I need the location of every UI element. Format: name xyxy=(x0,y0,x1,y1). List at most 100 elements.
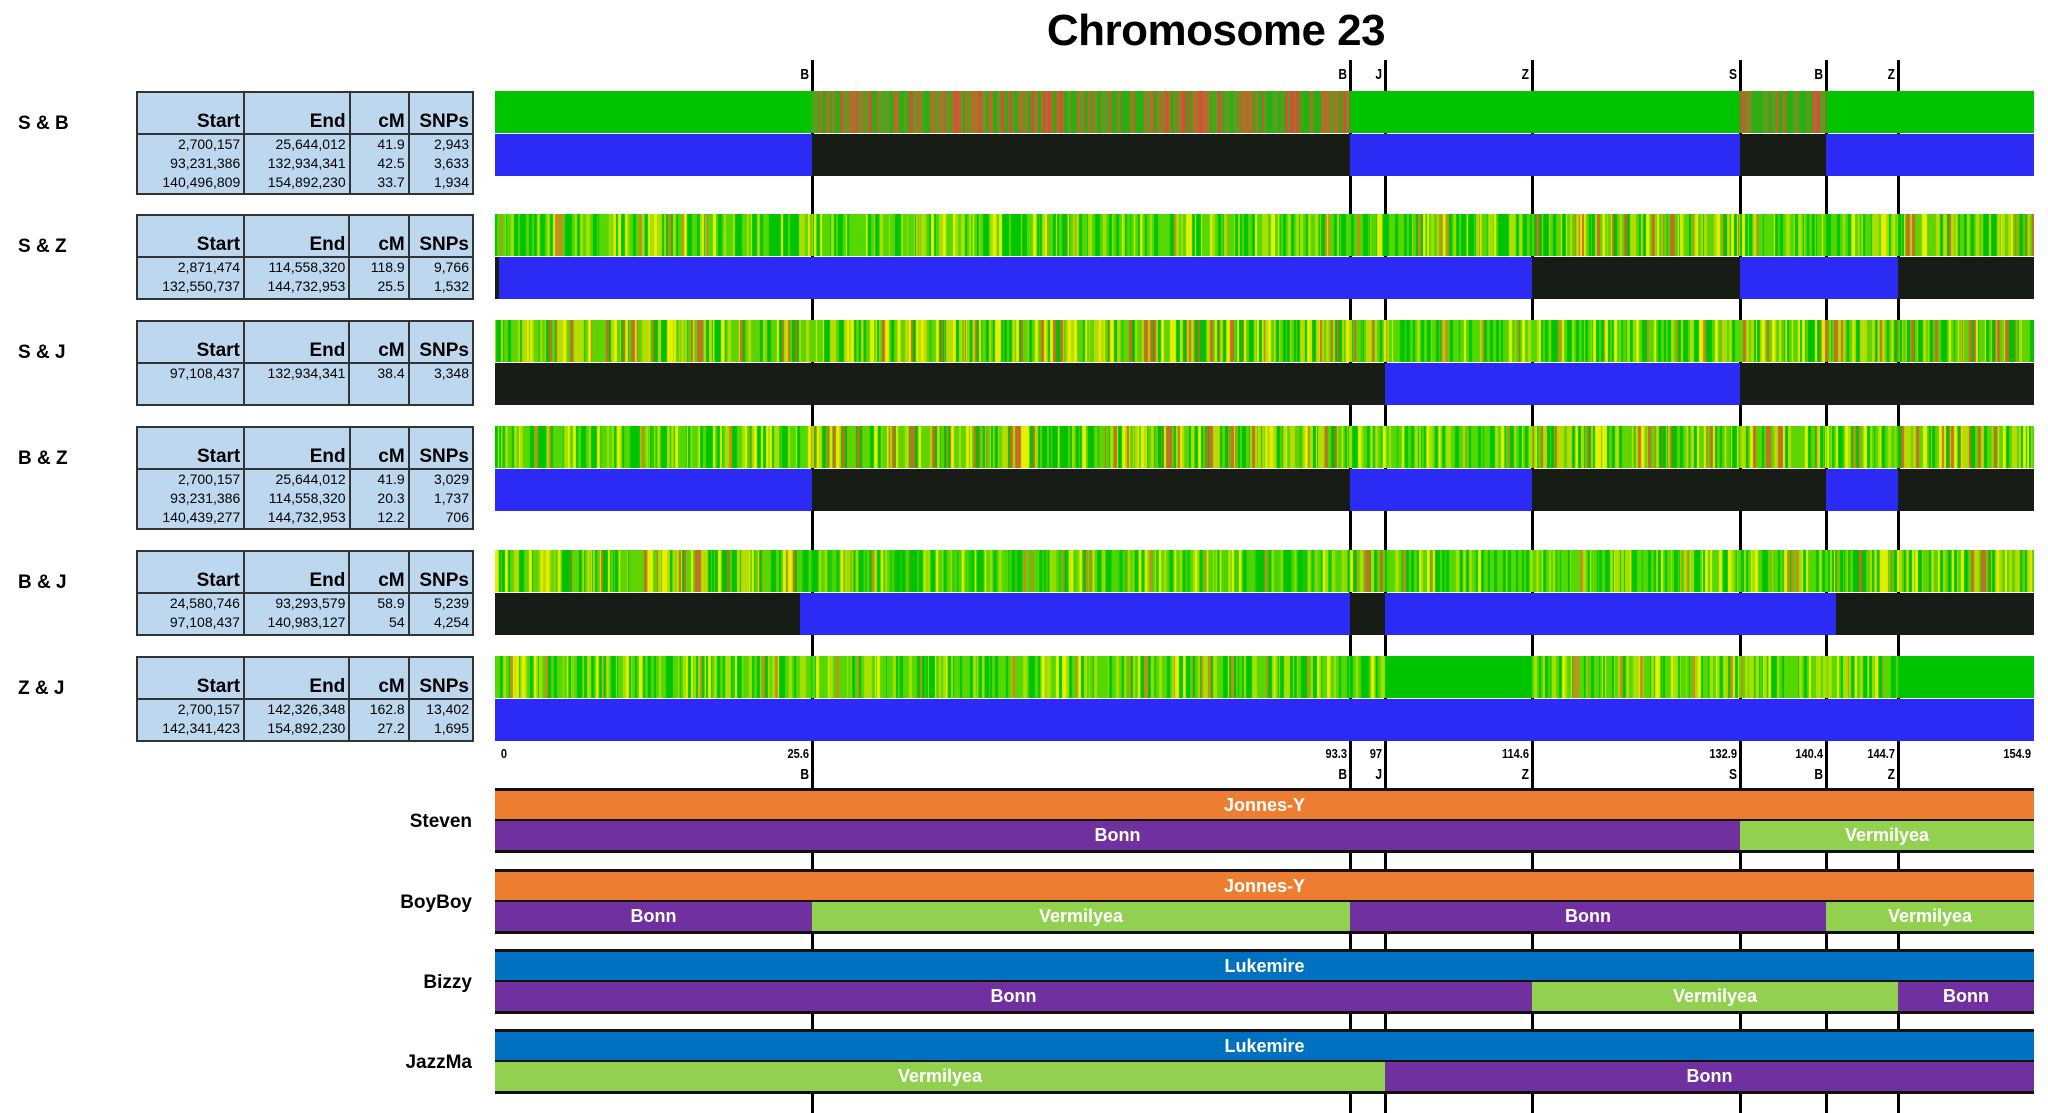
no-match-segment xyxy=(1898,257,2034,299)
axis-tick-label: 93.3 xyxy=(1325,746,1347,761)
table-cell: 93,231,386 xyxy=(135,489,246,508)
pair-label: B & Z xyxy=(18,448,68,469)
table-cell: 38.4 xyxy=(348,363,410,383)
top-marker-label: B xyxy=(1338,66,1347,83)
axis-tick-label: 114.6 xyxy=(1501,746,1529,761)
snp-comparison-bar xyxy=(495,656,2034,698)
table-cell: 706 xyxy=(407,508,475,527)
table-cell: 4,254 xyxy=(407,613,475,632)
table-cell xyxy=(348,383,410,405)
column-header: cM xyxy=(348,214,410,258)
table-cell: 97,108,437 xyxy=(136,613,245,632)
bar-border xyxy=(495,1011,2034,1014)
axis-tick-label: 25.6 xyxy=(787,746,809,761)
table-cell: 42.5 xyxy=(348,154,410,173)
column-header: cM xyxy=(348,320,410,364)
column-header: SNPs xyxy=(407,91,475,135)
column-header: End xyxy=(243,214,351,258)
table-cell: 3,029 xyxy=(407,469,475,489)
no-match-segment xyxy=(1532,469,1826,511)
table-row: 93,231,386 114,558,320 20.3 1,737 xyxy=(135,489,475,508)
column-header: cM xyxy=(348,550,410,594)
match-segment xyxy=(1857,699,2034,741)
maternal-ancestry-segment: Bonn xyxy=(495,982,1532,1011)
axis-tick-label: 97 xyxy=(1369,746,1382,761)
maternal-ancestry-segment: Vermilyea xyxy=(1532,982,1898,1011)
table-row: 132,550,737 144,732,953 25.5 1,532 xyxy=(135,277,475,296)
column-header: End xyxy=(243,656,351,700)
table-cell: 9,766 xyxy=(407,257,475,277)
match-segment xyxy=(1385,593,1837,635)
axis-marker-label: B xyxy=(1814,766,1823,783)
pair-label: Z & J xyxy=(18,678,65,699)
match-segment xyxy=(495,469,812,511)
paternal-ancestry-segment: Lukemire xyxy=(495,1032,2034,1060)
table-cell xyxy=(135,527,246,529)
bar-border xyxy=(495,869,2034,872)
segment-table: Start End cM SNPs 2,700,157 142,326,348 162.8 1… xyxy=(135,656,475,742)
table-cell xyxy=(136,632,245,635)
table-cell: 41.9 xyxy=(348,469,410,489)
paternal-ancestry-segment: Jonnes-Y xyxy=(495,872,2034,900)
table-row: 2,700,157 142,326,348 162.8 13,402 xyxy=(135,699,475,719)
table-cell: 20.3 xyxy=(348,489,410,508)
column-header: Start xyxy=(136,320,245,364)
table-cell: 1,934 xyxy=(407,173,475,192)
maternal-ancestry-segment: Vermilyea xyxy=(812,902,1350,931)
table-cell: 132,934,341 xyxy=(243,154,351,173)
no-match-segment xyxy=(1740,134,1826,176)
match-segment xyxy=(1740,257,1898,299)
table-cell xyxy=(242,383,351,405)
bar-border xyxy=(495,949,2034,952)
table-row: 2,700,157 25,644,012 41.9 3,029 xyxy=(135,469,475,489)
table-cell: 3,633 xyxy=(407,154,475,173)
match-segment xyxy=(1350,469,1532,511)
table-cell: 97,108,437 xyxy=(136,363,245,383)
column-header: Start xyxy=(135,91,246,135)
no-match-segment xyxy=(1532,257,1740,299)
column-header: cM xyxy=(348,426,410,470)
pair-label: S & J xyxy=(18,342,66,363)
maternal-ancestry-segment: Bonn xyxy=(1385,1062,2034,1091)
table-cell: 140,439,277 xyxy=(135,508,246,527)
axis-marker-label: J xyxy=(1375,766,1382,783)
column-header: Start xyxy=(135,426,246,470)
table-cell: 140,496,809 xyxy=(135,173,246,192)
column-header: End xyxy=(243,91,351,135)
table-row: 140,439,277 144,732,953 12.2 706 xyxy=(135,508,475,527)
bar-border xyxy=(495,788,2034,791)
column-header: End xyxy=(242,550,351,594)
table-cell: 144,732,953 xyxy=(243,508,351,527)
match-segment xyxy=(495,699,1858,741)
axis-marker-label: S xyxy=(1728,766,1737,783)
no-match-segment xyxy=(1350,593,1385,635)
table-cell: 144,732,953 xyxy=(243,277,351,296)
match-segment xyxy=(1826,469,1898,511)
table-row: 2,700,157 25,644,012 41.9 2,943 xyxy=(135,134,475,154)
table-cell xyxy=(242,632,351,635)
table-cell: 93,293,579 xyxy=(242,593,351,613)
axis-tick-label: 144.7 xyxy=(1867,746,1895,761)
top-marker-label: Z xyxy=(1887,66,1895,83)
table-cell: 54 xyxy=(348,613,410,632)
table-cell: 118.9 xyxy=(348,257,410,277)
table-row: 140,496,809 154,892,230 33.7 1,934 xyxy=(135,173,475,192)
column-header: Start xyxy=(136,550,245,594)
column-header: cM xyxy=(348,91,410,135)
table-cell: 1,695 xyxy=(407,719,475,738)
match-segment xyxy=(495,134,812,176)
table-cell: 114,558,320 xyxy=(243,489,351,508)
no-match-segment xyxy=(495,363,1385,405)
maternal-ancestry-segment: Vermilyea xyxy=(1740,821,2034,850)
match-segment xyxy=(1385,363,1740,405)
table-row: 93,231,386 132,934,341 42.5 3,633 xyxy=(135,154,475,173)
axis-tick-label: 140.4 xyxy=(1795,746,1823,761)
snp-comparison-bar xyxy=(495,214,2034,256)
no-match-segment xyxy=(1740,363,2034,405)
axis-tick-label: 132.9 xyxy=(1709,746,1737,761)
table-cell xyxy=(407,632,475,635)
axis-marker-label: Z xyxy=(1887,766,1895,783)
no-match-segment xyxy=(812,469,1350,511)
table-cell: 132,934,341 xyxy=(242,363,351,383)
table-cell xyxy=(348,192,410,194)
